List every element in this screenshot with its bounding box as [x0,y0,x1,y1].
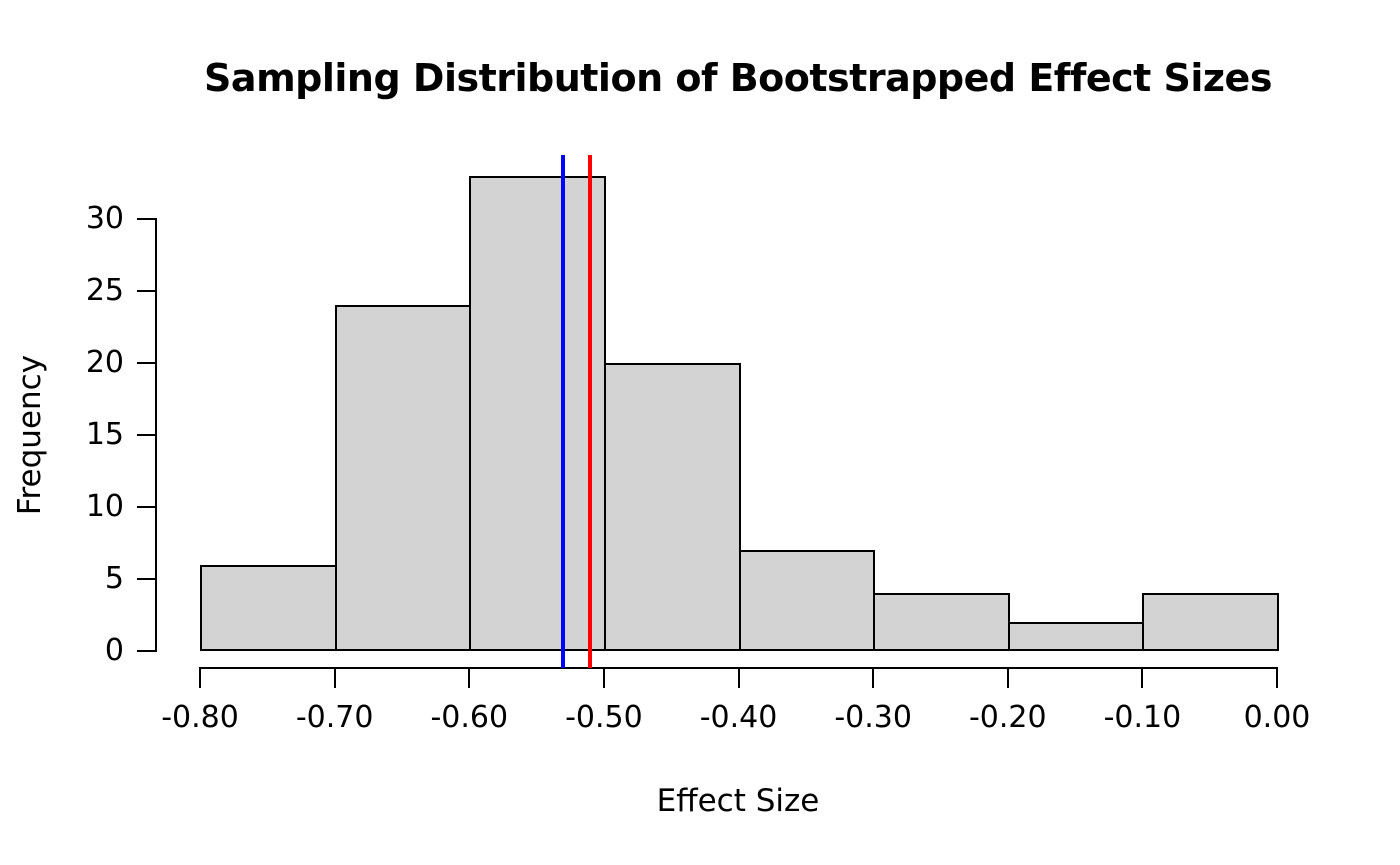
x-axis-tick [602,668,605,688]
x-axis-tick [468,668,471,688]
y-axis-tick [137,650,157,652]
x-tick-label: -0.20 [968,700,1047,735]
x-axis-tick [737,668,740,688]
y-tick-label: 10 [85,489,124,524]
x-tick-label: -0.70 [295,700,374,735]
x-tick-label: -0.80 [161,700,239,735]
red-vline [588,155,593,668]
y-tick-label: 30 [85,201,124,236]
y-axis-tick [137,578,157,580]
x-tick-label: 0.00 [1243,700,1311,735]
y-axis-tick [137,362,157,364]
histogram-bar [873,593,1010,651]
y-tick-label: 20 [85,345,124,380]
y-tick-label: 25 [85,273,124,308]
y-tick-label: 15 [85,417,124,452]
histogram-bar [1142,593,1279,651]
histogram-bar [469,175,606,651]
x-tick-label: -0.40 [699,700,778,735]
x-axis-label: Effect Size [656,783,820,819]
y-tick-label: 0 [104,633,124,668]
y-axis-tick [137,218,157,220]
y-axis-tick [137,434,157,436]
x-axis-tick [1276,668,1278,688]
histogram-bar [200,564,337,651]
x-axis-tick [333,668,336,688]
x-tick-label: -0.60 [430,700,509,735]
x-axis-tick [1141,668,1144,688]
x-tick-label: -0.50 [565,700,643,735]
histogram-bar [1007,622,1145,651]
blue-vline [561,155,566,668]
histogram-bar [603,363,741,651]
y-axis-tick [137,290,157,292]
x-axis-tick [199,668,201,688]
y-tick-label: 5 [104,561,124,596]
chart-title: Sampling Distribution of Bootstrapped Ef… [204,56,1272,100]
x-axis-tick [1006,668,1009,688]
histogram-bar [738,550,876,651]
x-axis-tick [872,668,875,688]
x-tick-label: -0.10 [1103,700,1182,735]
x-tick-label: -0.30 [834,700,912,735]
y-axis-tick [137,506,157,508]
histogram-bar [334,305,472,651]
